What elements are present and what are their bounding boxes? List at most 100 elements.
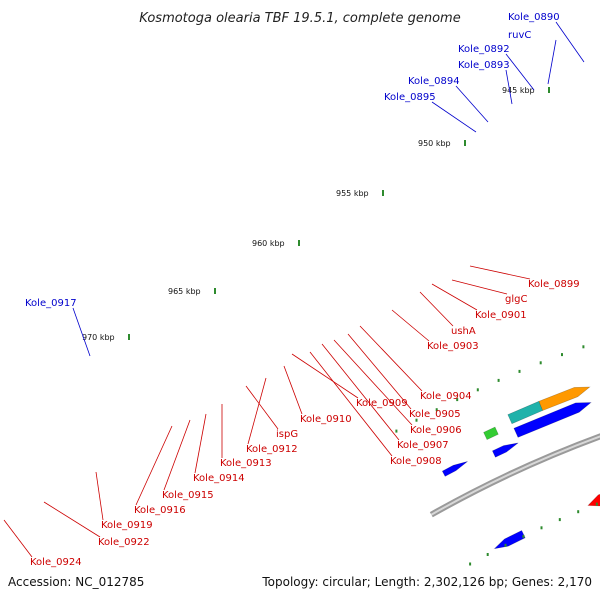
gene-label-kole-0907[interactable]: Kole_0907 <box>397 440 449 451</box>
scale-major-tick <box>382 190 384 196</box>
gene-feature[interactable] <box>587 484 600 507</box>
scale-label: 970 kbp <box>82 333 115 342</box>
leader-line <box>451 279 508 295</box>
gene-label-kole-0890[interactable]: Kole_0890 <box>508 12 560 23</box>
scale-label: 955 kbp <box>336 189 369 198</box>
gene-label-kole-0919[interactable]: Kole_0919 <box>101 520 153 531</box>
scale-dot <box>435 408 438 412</box>
leader-line <box>419 291 454 327</box>
scale-major-tick <box>128 334 130 340</box>
gene-label-kole-0899[interactable]: Kole_0899 <box>528 279 580 290</box>
scale-dot <box>476 388 479 392</box>
scale-major-tick <box>214 288 216 294</box>
gene-label-kole-0894[interactable]: Kole_0894 <box>408 76 460 87</box>
scale-major-tick <box>464 140 466 146</box>
gene-label-kole-0922[interactable]: Kole_0922 <box>98 537 150 548</box>
scale-dot <box>395 429 398 433</box>
scale-dot <box>561 353 563 357</box>
leader-line <box>333 339 413 426</box>
gene-label-kole-0913[interactable]: Kole_0913 <box>220 458 272 469</box>
gene-labels: Kole_0890 ruvC Kole_0892 Kole_0893 Kole_0894… <box>25 12 580 568</box>
genome-summary-text: Topology: circular; Length: 2,302,126 bp… <box>261 575 592 589</box>
leader-line <box>555 21 585 63</box>
gene-label-kole-0901[interactable]: Kole_0901 <box>475 310 527 321</box>
gene-feature[interactable] <box>483 426 499 440</box>
leader-line <box>163 419 191 491</box>
gene-label-kole-0916[interactable]: Kole_0916 <box>134 505 186 516</box>
leader-line <box>347 333 412 410</box>
label-leaders <box>3 21 585 558</box>
scale-dot <box>577 510 580 514</box>
leader-line <box>431 101 477 133</box>
gene-label-kole-0893[interactable]: Kole_0893 <box>458 60 510 71</box>
leader-line <box>43 501 101 538</box>
gene-features <box>441 386 600 550</box>
gene-label-kole-0908[interactable]: Kole_0908 <box>390 456 442 467</box>
gene-feature[interactable] <box>538 386 591 411</box>
gene-label-kole-0912[interactable]: Kole_0912 <box>246 444 298 455</box>
leader-line <box>245 385 279 430</box>
scale-dot <box>456 398 459 402</box>
gene-label-kole-0924[interactable]: Kole_0924 <box>30 557 82 568</box>
leader-line <box>135 425 173 506</box>
leader-line <box>247 377 267 445</box>
leader-line <box>283 365 303 415</box>
gene-label-kole-0904[interactable]: Kole_0904 <box>420 391 472 402</box>
scale-major-tick <box>298 240 300 246</box>
gene-label-kole-0906[interactable]: Kole_0906 <box>410 425 462 436</box>
scale-dot <box>469 562 472 566</box>
scale-label: 950 kbp <box>418 139 451 148</box>
gene-feature[interactable] <box>491 442 519 458</box>
scale-major-tick <box>548 87 550 93</box>
leader-line <box>505 69 513 105</box>
gene-label-kole-0895[interactable]: Kole_0895 <box>384 92 436 103</box>
leader-line <box>469 265 531 280</box>
gene-label-kole-0915[interactable]: Kole_0915 <box>162 490 214 501</box>
accession-text: Accession: NC_012785 <box>8 575 144 589</box>
leader-line <box>359 325 423 392</box>
scale-dot <box>540 526 543 530</box>
leader-line <box>455 85 489 123</box>
gene-label-ruvc[interactable]: ruvC <box>508 30 531 41</box>
gene-feature[interactable] <box>493 530 526 550</box>
scale-dot <box>497 378 500 382</box>
leader-line <box>547 39 557 85</box>
scale-label: 960 kbp <box>252 239 285 248</box>
gene-label-kole-0914[interactable]: Kole_0914 <box>193 473 245 484</box>
scale-dot <box>518 369 521 373</box>
gene-label-kole-0892[interactable]: Kole_0892 <box>458 44 510 55</box>
leader-line <box>95 471 104 521</box>
scale-dot <box>415 418 418 422</box>
leader-line <box>309 351 393 457</box>
leader-line <box>391 309 430 342</box>
scale-label: 945 kbp <box>502 86 535 95</box>
scale-dot <box>522 534 525 538</box>
gene-label-kole-0910[interactable]: Kole_0910 <box>300 414 352 425</box>
map-title: Kosmotoga olearia TBF 19.5.1, complete g… <box>139 11 460 26</box>
gene-label-kole-0917[interactable]: Kole_0917 <box>25 298 77 309</box>
scale-dot <box>582 345 585 349</box>
gene-label-usha[interactable]: ushA <box>451 326 476 337</box>
scale-dot <box>539 361 542 365</box>
scale-dot <box>504 543 507 547</box>
leader-line <box>72 307 91 357</box>
leader-line <box>321 343 400 441</box>
scale-dot <box>486 553 489 556</box>
scale-ticks: 945 kbp 950 kbp 955 kbp 960 kbp 965 kbp 970 k… <box>82 86 598 566</box>
gene-label-kole-0909[interactable]: Kole_0909 <box>356 398 408 409</box>
gene-label-glgc[interactable]: glgC <box>505 294 527 305</box>
gene-label-kole-0903[interactable]: Kole_0903 <box>427 341 479 352</box>
scale-dot <box>558 518 561 522</box>
leader-line <box>505 53 535 91</box>
leader-line <box>291 353 359 399</box>
scale-dot <box>595 502 598 506</box>
gene-label-ispg[interactable]: ispG <box>276 429 298 440</box>
leader-line <box>3 519 33 558</box>
gene-feature[interactable] <box>441 461 468 477</box>
scale-label: 965 kbp <box>168 287 201 296</box>
leader-line <box>431 283 478 311</box>
gene-label-kole-0905[interactable]: Kole_0905 <box>409 409 461 420</box>
leader-line <box>194 413 207 474</box>
gene-feature[interactable] <box>513 402 592 438</box>
